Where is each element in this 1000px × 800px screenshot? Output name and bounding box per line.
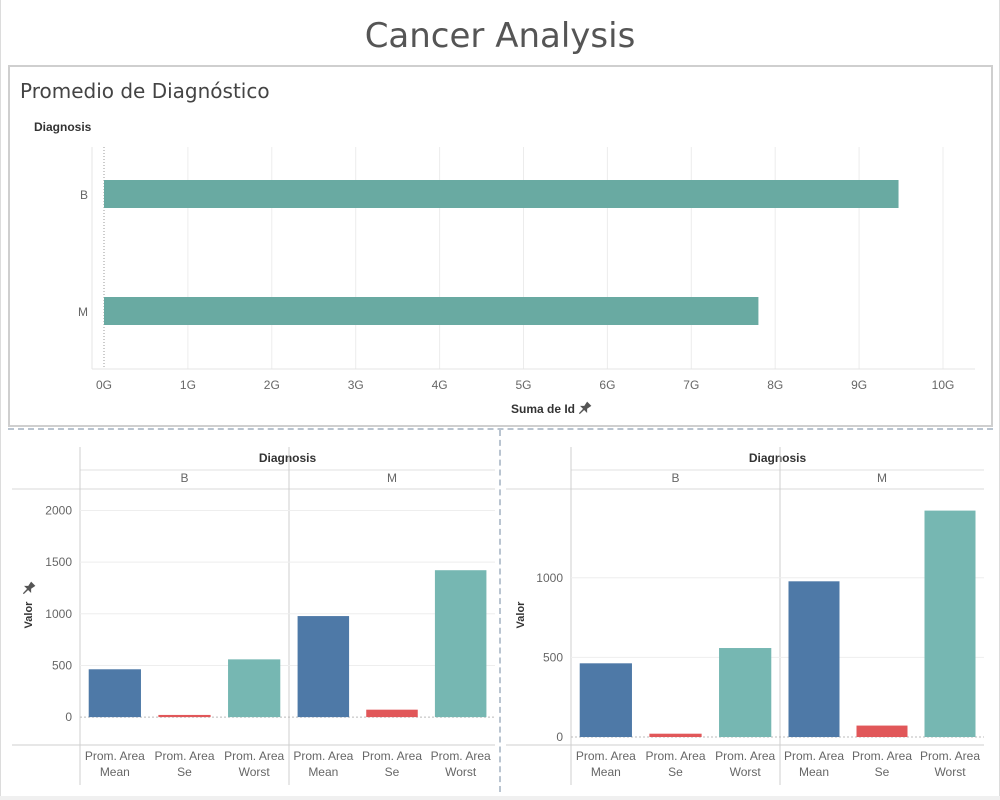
bar-M-1[interactable] xyxy=(366,709,418,718)
group-label-M: M xyxy=(877,471,887,485)
x-tick-label-line1: Prom. Area xyxy=(784,749,844,763)
x-tick-label-line1: Prom. Area xyxy=(852,749,912,763)
bar-B-1[interactable] xyxy=(158,714,211,718)
dashboard-title: Cancer Analysis xyxy=(364,16,636,56)
vertical-divider xyxy=(499,430,501,792)
top-chart-panel[interactable]: Promedio de Diagnóstico Diagnosis 0G 1G 2G 3… xyxy=(8,65,993,427)
bar-B-0[interactable] xyxy=(579,663,632,738)
x-tick-label-line1: Prom. Area xyxy=(920,749,980,763)
horizontal-divider xyxy=(8,428,993,430)
y-tick-label: 0 xyxy=(556,730,563,744)
x-tick-label-line2: Mean xyxy=(591,765,621,779)
x-tick-label-line1: Prom. Area xyxy=(431,749,491,763)
x-tick-label: 8G xyxy=(767,378,783,392)
x-tick-label-line2: Worst xyxy=(445,765,477,779)
x-tick-label-line2: Se xyxy=(875,765,890,779)
row-header-label: Diagnosis xyxy=(34,120,92,134)
x-tick-label-line1: Prom. Area xyxy=(645,749,705,763)
bar-B-0[interactable] xyxy=(88,669,141,718)
x-tick-label: 2G xyxy=(264,378,280,392)
bar-B-2[interactable] xyxy=(719,648,772,738)
x-tick-label-line1: Prom. Area xyxy=(576,749,636,763)
x-tick-label-line2: Mean xyxy=(308,765,338,779)
y-tick-label: 1500 xyxy=(45,555,72,569)
pin-icon[interactable] xyxy=(576,400,593,417)
x-tick-label-line1: Prom. Area xyxy=(715,749,775,763)
bottom-strip xyxy=(0,796,1000,800)
pin-icon[interactable] xyxy=(20,580,37,597)
y-axis-title: Valor xyxy=(515,601,527,629)
x-tick-label-line2: Mean xyxy=(100,765,130,779)
bar-M-0[interactable] xyxy=(788,581,840,738)
y-axis-title: Valor xyxy=(23,601,35,629)
x-tick-label: 9G xyxy=(851,378,867,392)
y-tick-label: 0 xyxy=(65,710,72,724)
bar-M-2[interactable] xyxy=(434,570,487,718)
x-tick-label: 3G xyxy=(348,378,364,392)
x-tick-label-line2: Worst xyxy=(934,765,966,779)
group-label-B: B xyxy=(671,471,679,485)
chart-title: Promedio de Diagnóstico xyxy=(20,79,270,103)
x-tick-label-line1: Prom. Area xyxy=(154,749,214,763)
x-tick-label-line1: Prom. Area xyxy=(224,749,284,763)
bar-M[interactable] xyxy=(104,297,759,325)
group-label-B: B xyxy=(180,471,188,485)
x-tick-label-line2: Se xyxy=(385,765,400,779)
x-tick-label-line2: Se xyxy=(668,765,683,779)
x-tick-label: 0G xyxy=(96,378,112,392)
y-tick-label: 1000 xyxy=(536,571,563,585)
bottom-left-bar-chart[interactable]: Diagnosis 0 500 1000 1500 2000 Valor B Prom. Are… xyxy=(10,445,497,790)
horizontal-bar-chart[interactable]: Diagnosis 0G 1G 2G 3G 4G 5G 6G 7G 8G 9G 10G B M Suma d… xyxy=(10,67,991,425)
bar-B-1[interactable] xyxy=(649,733,702,738)
row-label: M xyxy=(78,305,88,319)
x-axis-title: Suma de Id xyxy=(511,402,575,416)
x-tick-label-line2: Se xyxy=(177,765,192,779)
x-tick-label-line1: Prom. Area xyxy=(85,749,145,763)
bar-M-2[interactable] xyxy=(924,510,976,738)
column-header-label: Diagnosis xyxy=(749,451,807,465)
x-tick-label-line2: Worst xyxy=(239,765,271,779)
x-tick-label-line1: Prom. Area xyxy=(362,749,422,763)
bar-B[interactable] xyxy=(104,180,899,208)
x-tick-label-line1: Prom. Area xyxy=(293,749,353,763)
y-tick-label: 500 xyxy=(543,650,563,664)
x-tick-label-line2: Mean xyxy=(799,765,829,779)
bar-B-2[interactable] xyxy=(228,659,281,718)
x-tick-label-line2: Worst xyxy=(730,765,762,779)
x-tick-label: 5G xyxy=(515,378,531,392)
column-header-label: Diagnosis xyxy=(259,451,317,465)
group-label-M: M xyxy=(387,471,397,485)
bar-M-1[interactable] xyxy=(856,725,908,738)
y-tick-label: 2000 xyxy=(45,503,72,517)
bottom-right-bar-chart[interactable]: Diagnosis 0 500 1000 Valor B Prom. Area Mean Pro… xyxy=(504,445,994,790)
x-tick-label: 1G xyxy=(180,378,196,392)
x-tick-label: 7G xyxy=(683,378,699,392)
x-tick-label: 4G xyxy=(432,378,448,392)
y-tick-label: 1000 xyxy=(45,607,72,621)
y-tick-label: 500 xyxy=(52,658,72,672)
row-label: B xyxy=(80,188,88,202)
x-tick-label: 6G xyxy=(599,378,615,392)
bar-M-0[interactable] xyxy=(297,616,350,718)
x-tick-label: 10G xyxy=(932,378,955,392)
